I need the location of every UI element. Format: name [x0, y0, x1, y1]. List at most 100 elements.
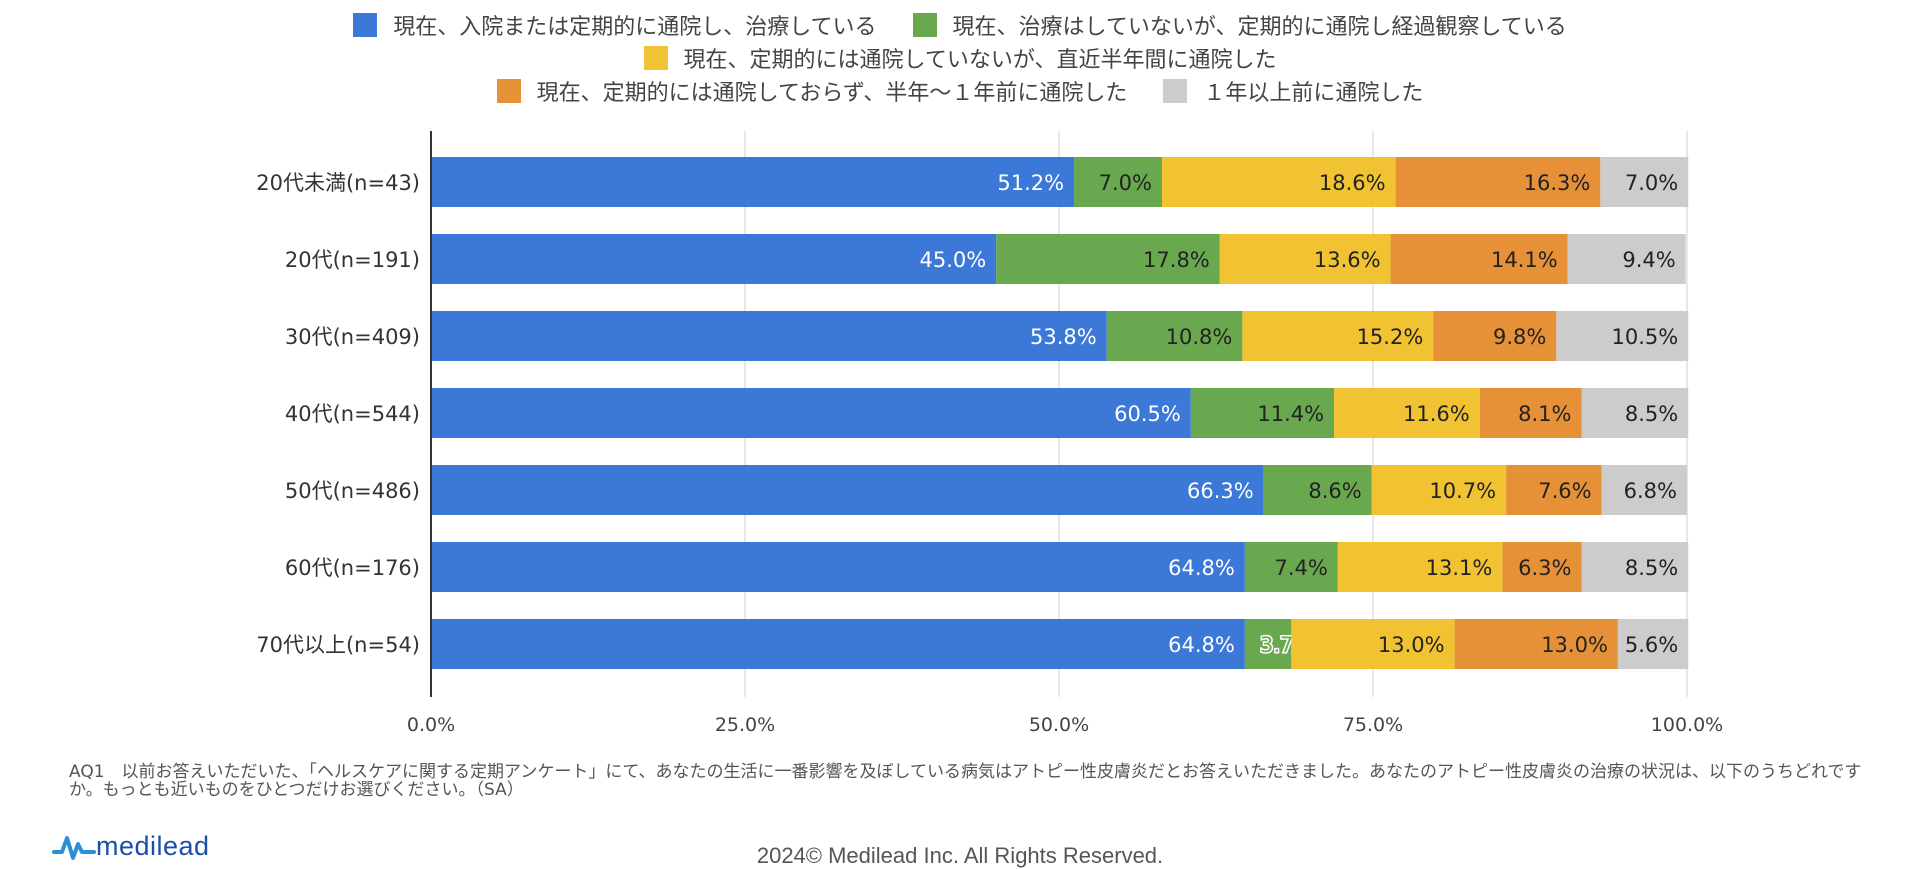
x-tick-label: 0.0% — [407, 714, 455, 736]
stacked-bar-chart: 0.0% 25.0% 50.0% 75.0% 100.0% 20代未満(n=43) 51.2… — [256, 131, 1723, 736]
bar-segment — [431, 311, 1107, 361]
data-label: 6.8% — [1624, 479, 1677, 503]
legend-label-over-year: １年以上前に通院した — [1203, 80, 1424, 106]
data-label: 13.0% — [1378, 633, 1445, 657]
category-label: 20代未満(n=43) — [256, 171, 420, 195]
legend-label-one-year: 現在、定期的には通院しておらず、半年〜１年前に通院した — [536, 80, 1128, 106]
data-label: 8.5% — [1625, 402, 1678, 426]
legend-entry-over-year: １年以上前に通院した — [1163, 75, 1423, 107]
data-label: 11.6% — [1403, 402, 1470, 426]
data-label: 13.1% — [1426, 556, 1493, 580]
data-label: 13.0% — [1541, 633, 1608, 657]
data-label: 64.8% — [1168, 633, 1235, 657]
bar-segment — [431, 234, 997, 284]
data-label: 14.1% — [1491, 248, 1558, 272]
bar-segment — [1600, 157, 1689, 207]
x-tick-label: 25.0% — [715, 714, 775, 736]
data-label: 7.6% — [1538, 479, 1591, 503]
bar-segment — [1433, 311, 1557, 361]
bar-segment — [1601, 465, 1687, 515]
legend-entry-observation: 現在、治療はしていないが、定期的に通院し経過観察している — [912, 9, 1567, 41]
logo-pulse-icon — [52, 835, 96, 860]
bar-segment — [431, 619, 1245, 669]
data-label: 7.4% — [1274, 556, 1327, 580]
legend-entry-treating: 現在、入院または定期的に通院し、治療している — [353, 9, 877, 41]
legend-swatch-observation — [912, 12, 937, 37]
data-label: 64.8% — [1168, 556, 1235, 580]
bar-segment — [1074, 157, 1162, 207]
data-label: 10.8% — [1166, 325, 1233, 349]
data-label: 13.6% — [1314, 248, 1381, 272]
legend-swatch-over-year — [1163, 78, 1188, 103]
data-label: 9.8% — [1493, 325, 1546, 349]
legend-swatch-half-year — [643, 45, 668, 70]
legend-row-1: 現在、入院または定期的に通院し、治療している 現在、治療はしていないが、定期的に… — [0, 8, 1920, 41]
category-label: 30代(n=409) — [285, 325, 420, 349]
survey-question-note: AQ1 以前お答えいただいた、「ヘルスケアに関する定期アンケート」にて、あなたの… — [69, 762, 1862, 800]
bar-segment — [1371, 465, 1507, 515]
data-label: 9.4% — [1622, 248, 1675, 272]
bar-segment — [1506, 465, 1602, 515]
legend-row-2: 現在、定期的には通院していないが、直近半年間に通院した — [0, 41, 1920, 74]
data-label: 8.6% — [1308, 479, 1361, 503]
data-label: 8.1% — [1518, 402, 1571, 426]
bar-segment — [431, 388, 1191, 438]
category-label: 50代(n=486) — [285, 479, 420, 503]
data-label: 60.5% — [1114, 402, 1181, 426]
data-label: 11.4% — [1257, 402, 1324, 426]
bar-segment — [1291, 619, 1455, 669]
data-label: 16.3% — [1524, 171, 1591, 195]
data-label: 17.8% — [1143, 248, 1210, 272]
bar-segment — [1337, 542, 1503, 592]
bar-segment — [1617, 619, 1689, 669]
bar-segment — [1242, 311, 1434, 361]
bar-segment — [1502, 542, 1582, 592]
bar-segment — [1567, 234, 1686, 284]
bar-segment — [1581, 388, 1689, 438]
data-label: 18.6% — [1319, 171, 1386, 195]
data-label: 6.3% — [1518, 556, 1571, 580]
bar-segment — [1219, 234, 1391, 284]
bar-segment — [431, 542, 1245, 592]
legend-label-treating: 現在、入院または定期的に通院し、治療している — [393, 14, 877, 40]
category-label: 60代(n=176) — [285, 556, 420, 580]
legend-label-observation: 現在、治療はしていないが、定期的に通院し経過観察している — [952, 14, 1567, 40]
bar-segment — [1263, 465, 1372, 515]
data-label: 45.0% — [919, 248, 986, 272]
legend-entry-one-year: 現在、定期的には通院しておらず、半年〜１年前に通院した — [496, 75, 1128, 107]
legend-swatch-treating — [353, 12, 378, 37]
x-tick-label: 75.0% — [1343, 714, 1403, 736]
data-label: 53.8% — [1030, 325, 1097, 349]
data-label: 15.2% — [1357, 325, 1424, 349]
data-label: 10.7% — [1429, 479, 1496, 503]
bar-segment — [1454, 619, 1618, 669]
medilead-logo: medilead — [52, 831, 210, 862]
bar-segment — [431, 465, 1264, 515]
bar-segment — [1556, 311, 1689, 361]
bar-segment — [1161, 157, 1396, 207]
chart-legend: 現在、入院または定期的に通院し、治療している 現在、治療はしていないが、定期的に… — [0, 8, 1920, 107]
bar-segment — [1581, 542, 1689, 592]
bar-segment — [1395, 157, 1601, 207]
bar-segment — [1190, 388, 1335, 438]
data-label: 66.3% — [1187, 479, 1254, 503]
bar-segment — [1479, 388, 1582, 438]
x-tick-label: 50.0% — [1029, 714, 1089, 736]
data-label: 7.0% — [1099, 171, 1152, 195]
copyright-text: 2024© Medilead Inc. All Rights Reserved. — [756, 843, 1164, 868]
bar-segment — [1390, 234, 1568, 284]
legend-entry-half-year: 現在、定期的には通院していないが、直近半年間に通院した — [643, 42, 1277, 74]
bar-segment — [1334, 388, 1480, 438]
legend-label-half-year: 現在、定期的には通院していないが、直近半年間に通院した — [683, 47, 1277, 73]
x-tick-label: 100.0% — [1651, 714, 1723, 736]
logo-text: medilead — [96, 831, 210, 861]
category-label: 70代以上(n=54) — [256, 633, 420, 657]
category-label: 20代(n=191) — [285, 248, 420, 272]
bar-segment — [996, 234, 1220, 284]
legend-row-3: 現在、定期的には通院しておらず、半年〜１年前に通院した １年以上前に通院した — [0, 74, 1920, 107]
bar-segment — [1106, 311, 1243, 361]
data-label: 5.6% — [1625, 633, 1678, 657]
bar-segment — [1244, 542, 1338, 592]
data-label: 8.5% — [1625, 556, 1678, 580]
data-label: 10.5% — [1612, 325, 1679, 349]
